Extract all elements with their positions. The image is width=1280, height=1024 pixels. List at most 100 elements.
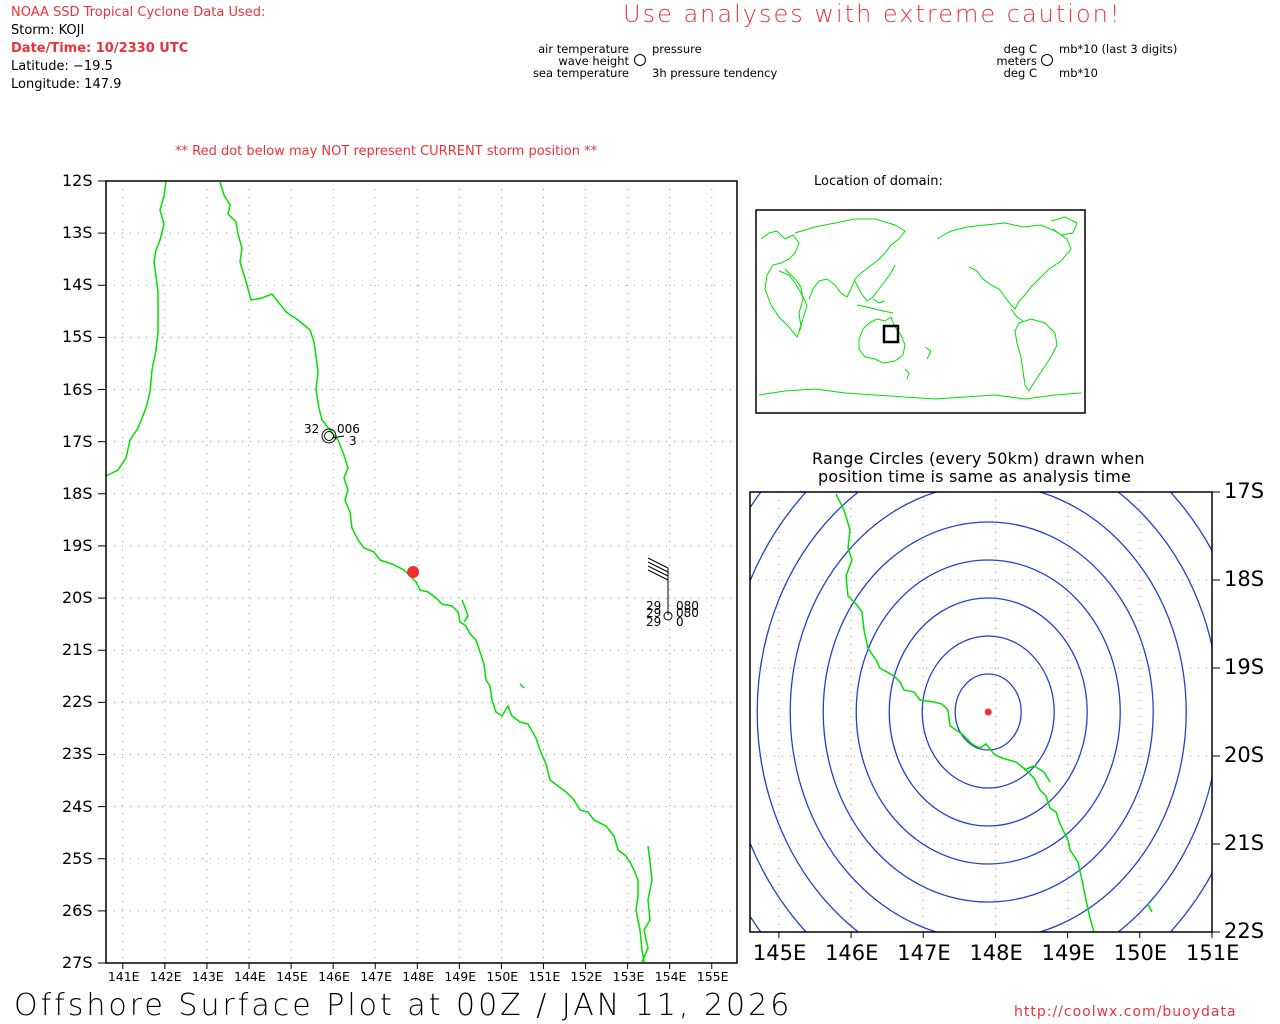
- lon-label: 144E: [234, 969, 266, 984]
- lon-label: 141E: [107, 969, 140, 984]
- range-lon-label: 147E: [897, 941, 951, 965]
- source-url-link[interactable]: http://coolwx.com/buoydata: [1014, 1004, 1237, 1020]
- legend-pressure: pressure: [652, 42, 702, 56]
- storm-position-warning: ** Red dot below may NOT represent CURRE…: [175, 144, 598, 159]
- range-circle: [855, 559, 1121, 865]
- lat-label: 26S: [62, 900, 93, 920]
- lat-label: 12S: [62, 171, 93, 190]
- range-circle: [921, 635, 1055, 789]
- lon-label: 150E: [486, 969, 519, 984]
- station1-temp: 32: [304, 422, 319, 436]
- range-lon-label: 150E: [1113, 941, 1168, 965]
- range-coastline: [835, 493, 1153, 932]
- lat-label: 25S: [62, 848, 93, 868]
- range-lat-label: 20S: [1224, 743, 1265, 767]
- lat-label: 22S: [62, 692, 93, 712]
- domain-locator-map: [755, 209, 1086, 414]
- legend-deg-c-air: deg C: [1003, 42, 1037, 56]
- lat-label: 20S: [62, 588, 93, 608]
- range-lat-label: 21S: [1224, 831, 1265, 855]
- storm-position-dot: [407, 566, 420, 578]
- plot-title: Offshore Surface Plot at 00Z / JAN 11, 2…: [14, 988, 793, 1023]
- source-label: NOAA SSD Tropical Cyclone Data Used:: [11, 5, 266, 20]
- range-lat-label: 19S: [1224, 655, 1265, 679]
- legend-sea-temperature: sea temperature: [532, 66, 629, 80]
- range-circle: [750, 492, 762, 932]
- range-ticks: [778, 491, 1220, 938]
- range-lon-label: 146E: [825, 941, 879, 965]
- range-circle: [756, 492, 1212, 932]
- range-map-frame: [749, 491, 1213, 933]
- lon-label: 145E: [276, 969, 308, 984]
- station-circle-icon: [634, 54, 646, 66]
- range-lat-label: 17S: [1224, 479, 1265, 503]
- range-lat-label: 18S: [1224, 567, 1265, 591]
- station2-sea2: 0: [676, 615, 684, 629]
- station-marker-1[interactable]: 32 006 3: [304, 422, 360, 448]
- legend-deg-c-sea: deg C: [1003, 66, 1037, 80]
- range-circle: [888, 597, 1088, 827]
- legend-air-temperature: air temperature: [538, 42, 629, 56]
- legend-mb-last3: mb*10 (last 3 digits): [1059, 42, 1178, 56]
- lon-label: 149E: [444, 969, 477, 984]
- range-title-line1: Range Circles (every 50km) drawn when: [812, 449, 1145, 468]
- longitude-label: Longitude: 147.9: [11, 77, 122, 92]
- domain-title: Location of domain:: [814, 174, 943, 189]
- lat-label: 13S: [62, 223, 93, 243]
- range-lon-label: 148E: [969, 941, 1023, 965]
- range-circle: [822, 521, 1154, 903]
- range-lat-label: 22S: [1224, 919, 1265, 943]
- range-lon-label: 145E: [752, 941, 807, 965]
- legend-pressure-tendency: 3h pressure tendency: [652, 66, 778, 80]
- lat-label: 21S: [62, 640, 93, 660]
- station2-pressure: 080: [676, 599, 699, 613]
- lon-label: 148E: [402, 969, 435, 984]
- legend-meters: meters: [996, 54, 1037, 68]
- latitude-label: Latitude: −19.5: [11, 59, 113, 74]
- lon-label: 143E: [191, 969, 224, 984]
- legend-mb: mb*10: [1059, 66, 1098, 80]
- coastline: [105, 181, 653, 963]
- lon-label: 146E: [318, 969, 350, 984]
- range-circles: [750, 492, 1212, 932]
- station-circle-icon: [1041, 54, 1053, 66]
- station2-tendency: 080: [676, 606, 699, 620]
- range-lon-label: 151E: [1186, 941, 1240, 965]
- legend-wave-height: wave height: [558, 54, 629, 68]
- lat-label: 14S: [62, 275, 93, 295]
- main-map-ticks: [98, 180, 713, 969]
- range-title-line2: position time is same as analysis time: [818, 467, 1132, 486]
- range-circle: [954, 673, 1022, 751]
- lon-label: 155E: [696, 969, 729, 984]
- lon-label: 153E: [612, 969, 645, 984]
- lat-label: 15S: [62, 327, 93, 347]
- lon-label: 147E: [360, 969, 392, 984]
- lat-label: 17S: [62, 431, 93, 451]
- lat-label: 23S: [62, 744, 93, 764]
- lon-label: 152E: [570, 969, 603, 984]
- station1-pressure: 006: [337, 422, 360, 436]
- lon-label: 154E: [654, 969, 687, 984]
- station2-temp: 29: [646, 599, 661, 613]
- station-marker-2[interactable]: 29 080 29 080 29 0: [646, 557, 699, 629]
- lon-label: 151E: [528, 969, 561, 984]
- station2-wave: 29: [646, 606, 661, 620]
- range-storm-dot: [984, 708, 992, 716]
- domain-box: [882, 324, 900, 344]
- main-map-frame: [105, 180, 738, 964]
- range-grid: [750, 492, 1213, 932]
- lat-label: 27S: [62, 953, 93, 972]
- lat-label: 16S: [62, 379, 93, 399]
- storm-label: Storm: KOJI: [11, 23, 85, 38]
- lat-label: 19S: [62, 535, 93, 555]
- world-coastlines: [758, 216, 1082, 400]
- station1-tendency: 3: [349, 434, 357, 448]
- lat-label: 18S: [62, 483, 93, 503]
- datetime-label: Date/Time: 10/2330 UTC: [11, 41, 189, 56]
- range-lon-label: 149E: [1041, 941, 1095, 965]
- station2-sea: 29: [646, 615, 661, 629]
- lon-label: 142E: [149, 969, 182, 984]
- range-circle: [789, 492, 1187, 932]
